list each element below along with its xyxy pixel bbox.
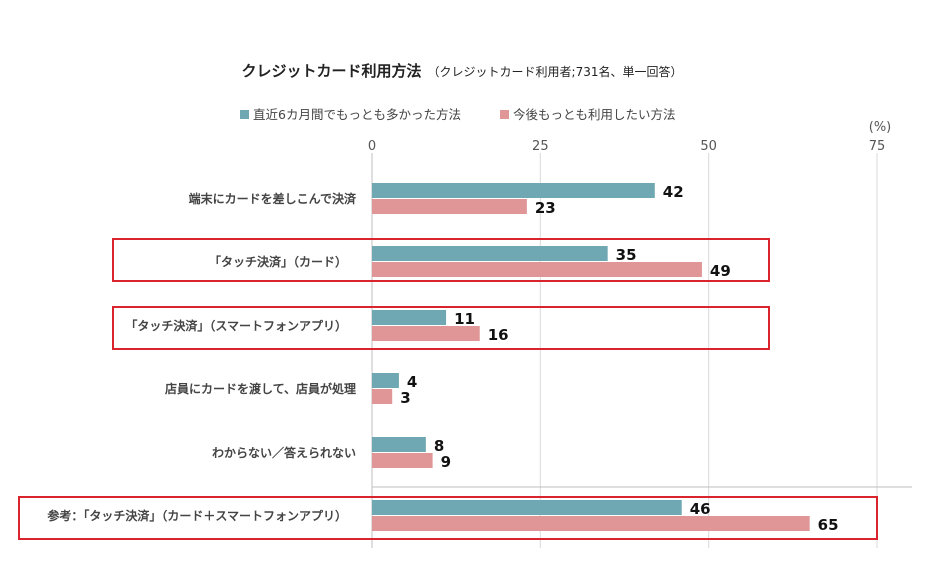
bar-future-2 <box>372 262 702 277</box>
x-tick-25: 25 <box>532 139 549 154</box>
bar-recent-5 <box>372 437 426 452</box>
value-label-recent-3: 11 <box>454 310 475 328</box>
chart-title: クレジットカード利用方法 <box>242 62 422 80</box>
x-tick-75: 75 <box>869 139 886 154</box>
value-label-recent-2: 35 <box>616 246 637 264</box>
value-label-future-4: 3 <box>400 389 410 407</box>
category-label-3: 「タッチ決済」（スマートフォンアプリ） <box>125 318 347 333</box>
category-label-1: 端末にカードを差しこんで決済 <box>189 191 357 206</box>
bar-future-6 <box>372 516 810 531</box>
bar-recent-6 <box>372 500 682 515</box>
bar-recent-2 <box>372 246 608 261</box>
value-label-recent-1: 42 <box>663 183 684 201</box>
bar-future-3 <box>372 326 480 341</box>
highlight-box-6 <box>18 496 878 540</box>
highlight-box-3 <box>112 306 770 350</box>
bar-recent-4 <box>372 373 399 388</box>
gridlines <box>371 153 912 548</box>
bar-recent-3 <box>372 310 447 325</box>
category-label-6: 参考：「タッチ決済」（カード＋スマートフォンアプリ） <box>47 508 347 523</box>
x-axis-ticks: 0 25 50 75 <box>368 139 885 154</box>
bar-future-4 <box>372 389 393 404</box>
legend-swatch-2 <box>500 110 509 119</box>
chart-title-group: クレジットカード利用方法 （クレジットカード利用者;731名、単一回答） <box>242 62 683 80</box>
category-label-5: わからない／答えられない <box>212 445 356 460</box>
x-tick-50: 50 <box>700 139 717 154</box>
value-label-future-6: 65 <box>818 516 839 534</box>
bar-future-5 <box>372 453 433 468</box>
highlight-box-2 <box>112 238 770 282</box>
legend-swatch-1 <box>240 110 249 119</box>
category-label-2: 「タッチ決済」（カード） <box>209 254 347 269</box>
bars <box>372 183 810 531</box>
category-label-4: 店員にカードを渡して、店員が処理 <box>165 381 356 396</box>
value-label-recent-4: 4 <box>407 373 417 391</box>
value-label-recent-5: 8 <box>434 437 444 455</box>
category-labels: 端末にカードを差しこんで決済「タッチ決済」（カード） 「タッチ決済」（スマートフォ… <box>47 191 357 523</box>
bar-future-1 <box>372 199 527 214</box>
value-labels: 42 23 35 49 11 16 43 89 46 65 <box>400 183 838 534</box>
bar-recent-1 <box>372 183 655 198</box>
legend-label-1: 直近6カ月間でもっとも多かった方法 <box>253 107 461 122</box>
value-label-future-3: 16 <box>488 326 509 344</box>
unit-label: (%) <box>869 120 892 135</box>
chart-subtitle: （クレジットカード利用者;731名、単一回答） <box>428 64 683 79</box>
x-tick-0: 0 <box>368 139 376 154</box>
legend-label-2: 今後もっとも利用したい方法 <box>513 107 676 122</box>
legend: 直近6カ月間でもっとも多かった方法 今後もっとも利用したい方法 <box>240 107 676 122</box>
value-label-future-5: 9 <box>441 453 451 471</box>
value-label-future-2: 49 <box>710 262 731 280</box>
value-label-future-1: 23 <box>535 199 556 217</box>
highlight-boxes <box>18 238 878 540</box>
value-label-recent-6: 46 <box>690 500 711 518</box>
